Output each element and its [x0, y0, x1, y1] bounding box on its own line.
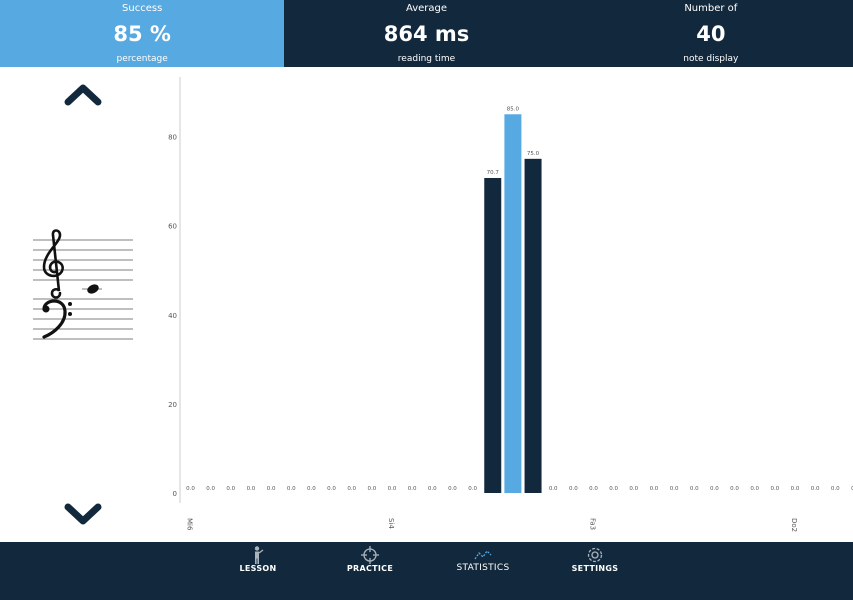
stat-count-value: 40	[696, 22, 726, 46]
crosshair-icon	[361, 546, 379, 564]
x-tick-label: Fa3	[589, 518, 597, 530]
bar-value-label: 0.0	[851, 486, 853, 492]
bar-value-label: 0.0	[650, 486, 659, 492]
y-tick-label: 0	[173, 490, 177, 498]
x-tick-label: Mi6	[186, 518, 194, 531]
stat-success-value: 85 %	[113, 22, 171, 46]
lesson-icon	[254, 546, 264, 564]
bar-value-label: 75.0	[527, 151, 540, 157]
bar-value-label: 0.0	[770, 486, 779, 492]
bar-value-label: 0.0	[609, 486, 618, 492]
note-head	[87, 284, 99, 294]
nav-statistics[interactable]: STATISTICS	[433, 542, 533, 600]
bar-value-label: 0.0	[388, 486, 397, 492]
nav-practice-label: PRACTICE	[346, 564, 394, 573]
bar-value-label: 0.0	[206, 486, 215, 492]
line-chart-icon	[474, 549, 492, 560]
treble-clef-icon	[42, 229, 64, 299]
bar-value-label: 0.0	[448, 486, 457, 492]
statistics-bar-chart: 0 20 40 60 80 0.0 0.0 0.0 0.0 0.0 0.0 0.0 0.0 0.0 0.0 0…	[168, 77, 853, 532]
scroll-down-button[interactable]	[63, 502, 103, 526]
bar-value-label: 0.0	[428, 486, 437, 492]
stat-count: Number of 40 note display	[569, 0, 853, 67]
bar-value-label: 70.7	[487, 170, 500, 176]
stat-average-caption: reading time	[397, 54, 456, 64]
y-tick-label: 60	[168, 223, 177, 231]
grand-staff	[33, 229, 133, 340]
y-tick-label: 40	[168, 312, 177, 320]
nav-lesson-label: LESSON	[239, 564, 277, 573]
chart-bar	[524, 158, 542, 493]
bar-value-label: 0.0	[327, 486, 336, 492]
bar-value-label: 0.0	[569, 486, 578, 492]
stat-success-caption: percentage	[116, 54, 168, 64]
stat-success-title: Success	[122, 3, 163, 14]
bar-value-label: 0.0	[690, 486, 699, 492]
stat-average-title: Average	[405, 3, 448, 14]
x-tick-label: Si4	[387, 518, 395, 529]
stat-count-title: Number of	[684, 3, 738, 14]
bar-value-label: 0.0	[750, 486, 759, 492]
bar-value-label: 0.0	[247, 486, 256, 492]
bass-clef-icon	[42, 299, 72, 339]
chart-bar	[484, 177, 502, 493]
nav-lesson[interactable]: LESSON	[208, 542, 308, 600]
stat-count-caption: note display	[683, 54, 739, 64]
bottom-nav: LESSON PRACTICE STATISTICS SETTINGS	[0, 542, 853, 600]
bar-value-label: 85.0	[507, 106, 520, 112]
nav-settings-label: SETTINGS	[571, 564, 619, 573]
nav-statistics-label: STATISTICS	[456, 563, 510, 573]
bar-value-label: 0.0	[226, 486, 235, 492]
bar-value-label: 0.0	[670, 486, 679, 492]
bar-value-label: 0.0	[589, 486, 598, 492]
y-tick-label: 80	[168, 134, 177, 142]
y-tick-label: 20	[168, 401, 177, 409]
scroll-up-button[interactable]	[63, 83, 103, 107]
chart-bar	[504, 114, 522, 494]
bar-value-label: 0.0	[468, 486, 477, 492]
bar-value-label: 0.0	[730, 486, 739, 492]
bar-value-label: 0.0	[811, 486, 820, 492]
bar-value-label: 0.0	[186, 486, 195, 492]
stat-average-value: 864 ms	[383, 22, 470, 46]
bar-value-label: 0.0	[831, 486, 840, 492]
gear-icon	[587, 547, 603, 563]
bar-value-label: 0.0	[307, 486, 316, 492]
x-tick-label: Do2	[790, 518, 798, 532]
chevron-up-icon	[64, 84, 102, 106]
stats-header: Success 85 % percentage Average 864 ms r…	[0, 0, 853, 67]
bar-value-label: 0.0	[710, 486, 719, 492]
bar-value-label: 0.0	[347, 486, 356, 492]
chevron-down-icon	[64, 503, 102, 525]
bar-value-label: 0.0	[267, 486, 276, 492]
bar-value-label: 0.0	[367, 486, 376, 492]
bar-value-label: 0.0	[549, 486, 558, 492]
stat-average: Average 864 ms reading time	[284, 0, 568, 67]
bar-value-label: 0.0	[791, 486, 800, 492]
nav-practice[interactable]: PRACTICE	[320, 542, 420, 600]
bar-value-label: 0.0	[408, 486, 417, 492]
bar-value-label: 0.0	[629, 486, 638, 492]
bar-value-label: 0.0	[287, 486, 296, 492]
nav-settings[interactable]: SETTINGS	[545, 542, 645, 600]
stat-success: Success 85 % percentage	[0, 0, 285, 67]
